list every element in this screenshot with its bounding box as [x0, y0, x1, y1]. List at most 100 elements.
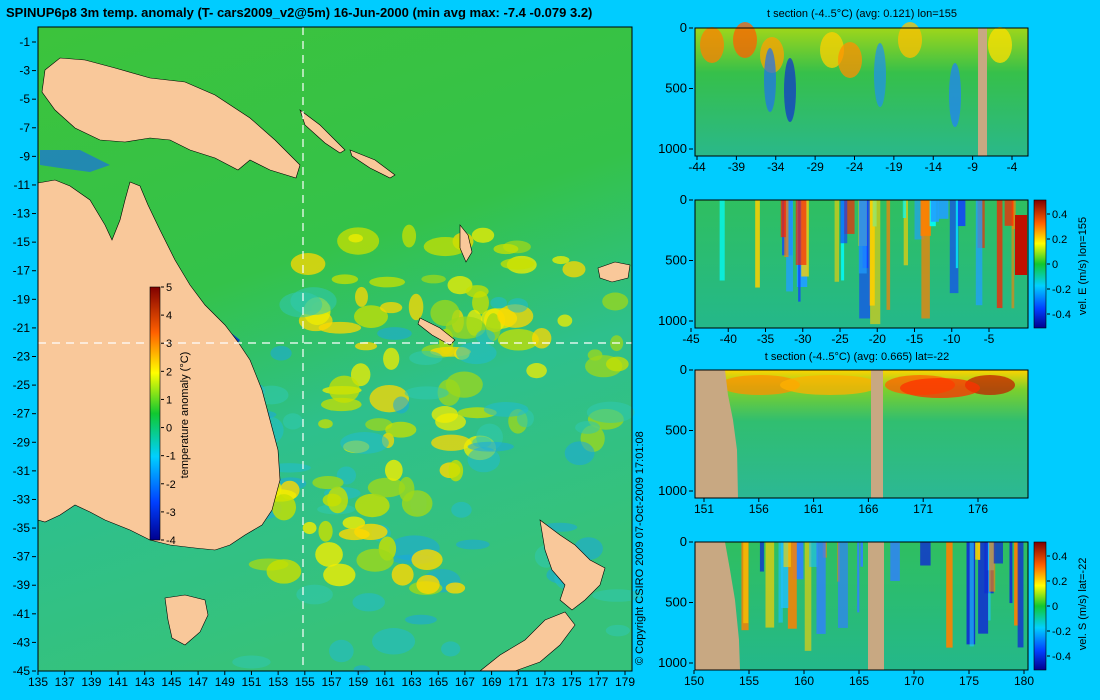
- land-new-caledonia: [417, 317, 456, 346]
- vel-s-jet: [765, 542, 775, 628]
- vel-e-jet: [719, 200, 725, 281]
- map-x-tick-label: 173: [535, 675, 555, 689]
- map-x-tick-label: 169: [482, 675, 502, 689]
- map-x-tick-label: 151: [241, 675, 261, 689]
- p3-x-tick-label: 156: [749, 502, 769, 516]
- p1-x-tick-label: -44: [688, 160, 706, 174]
- map-warm-eddy: [290, 253, 326, 275]
- map-warm-eddy: [355, 286, 368, 307]
- map-x-tick-label: 141: [108, 675, 128, 689]
- map-y-tick-label: -11: [14, 178, 31, 192]
- map-colorbar-tick-label: 1: [166, 394, 172, 406]
- map-warm-eddy: [318, 520, 333, 542]
- map-cool-eddy: [393, 396, 410, 414]
- p1-y-tick-label: 0: [680, 20, 687, 35]
- vel-s-jet: [860, 542, 863, 567]
- map-frame: [37, 26, 633, 672]
- land-new-zealand-south: [479, 611, 576, 672]
- map-y-axis: -1 -3 -5 -7 -9 -11 -13 -15 -17 -19 -21 -23 -25 -27 -29…: [13, 35, 36, 678]
- map-colorbar-tick-label: -1: [166, 451, 176, 463]
- vel-e-jet: [858, 200, 867, 274]
- map-warm-eddy: [497, 328, 539, 351]
- vel-s-jet: [978, 542, 989, 634]
- map-warm-eddy: [526, 363, 547, 379]
- p4-x-tick-label: 175: [959, 674, 979, 688]
- vel-s-jet: [993, 542, 1003, 564]
- vel-s-colorbar: [1033, 541, 1047, 671]
- map-cool-eddy: [377, 327, 412, 340]
- map-x-tick-label: 167: [455, 675, 475, 689]
- vel-e-y-axis: 0 500 1000: [658, 192, 693, 328]
- t-section-lat-panel: t section (-4..5°C) (avg: 0.665) lat=-22…: [658, 351, 1029, 516]
- p1-x-tick-label: -9: [967, 160, 978, 174]
- vel-e-strong-jet: [1015, 215, 1027, 275]
- map-colorbar: [149, 286, 161, 541]
- t-section-lon-cold-cell: [784, 58, 796, 122]
- map-cold-band: [40, 150, 110, 172]
- p2-y-tick-label: 500: [665, 253, 687, 268]
- map-y-tick-label: -23: [13, 350, 31, 364]
- p2-x-tick-label: -25: [831, 332, 849, 346]
- map-x-tick-label: 175: [562, 675, 582, 689]
- p2-x-tick-label: -45: [682, 332, 700, 346]
- vel-e-jet: [844, 200, 855, 234]
- map-anomaly-field: [40, 150, 642, 674]
- p4-y-tick-label: 500: [665, 595, 687, 610]
- map-cool-eddy: [232, 655, 271, 669]
- map-colorbar-tick-label: -2: [166, 479, 176, 491]
- vel-s-colorbar-tick-label: 0.4: [1052, 551, 1067, 563]
- map-x-tick-label: 179: [615, 675, 635, 689]
- vel-e-colorbar-tick-label: -0.4: [1052, 309, 1071, 321]
- map-colorbar-tick-label: 5: [166, 282, 172, 294]
- vel-e-frame: [694, 199, 1029, 329]
- map-y-tick-label: -45: [13, 664, 31, 678]
- map-colorbar-tick-label: 2: [166, 366, 172, 378]
- map-y-tick-label: -7: [19, 121, 30, 135]
- map-warm-eddy: [500, 258, 535, 270]
- map-warm-eddy: [328, 375, 360, 403]
- p4-y-tick-label: 1000: [658, 655, 687, 670]
- map-warm-eddy: [384, 459, 403, 481]
- vel-e-colorbar-ticks: 0.4 0.2 0 -0.2 -0.4: [1047, 209, 1071, 321]
- map-y-tick-label: -29: [13, 435, 31, 449]
- t-section-lat-warm-layer: [900, 378, 980, 398]
- vel-s-jet: [946, 542, 953, 648]
- vel-e-jet: [930, 200, 939, 222]
- map-warm-eddy: [322, 493, 342, 507]
- map-y-tick-label: -25: [13, 378, 31, 392]
- vel-e-colorbar-tick-label: 0: [1052, 259, 1058, 271]
- map-cool-eddy: [353, 665, 371, 674]
- map-x-tick-label: 177: [588, 675, 608, 689]
- map-cool-eddy: [592, 589, 642, 602]
- map-x-tick-label: 137: [55, 675, 75, 689]
- p4-x-tick-label: 170: [904, 674, 924, 688]
- vel-s-y-axis: 0 500 1000: [658, 534, 693, 670]
- vel-s-colorbar-tick-label: 0: [1052, 601, 1058, 613]
- vel-s-colorbar-label: vel. S (m/s) lat=-22: [1077, 558, 1089, 651]
- vel-s-jet: [890, 542, 900, 581]
- vel-s-jet: [778, 542, 783, 623]
- vel-e-jet: [1004, 200, 1014, 226]
- map-warm-eddy: [315, 542, 343, 567]
- map-cool-eddy: [296, 584, 333, 605]
- map-y-tick-label: -17: [13, 264, 31, 278]
- map-warm-eddy: [271, 494, 296, 521]
- vel-e-colorbar: [1033, 199, 1047, 329]
- map-colorbar-label: temperature anomaly (°C): [179, 352, 191, 479]
- t-section-lon-cold-cell: [874, 43, 886, 107]
- vel-s-jet: [838, 542, 848, 628]
- p1-x-tick-label: -34: [767, 160, 785, 174]
- credit-text: © Copyright CSIRO 2009 07-Oct-2009 17:01…: [634, 431, 646, 665]
- vel-s-frame: [694, 541, 1029, 671]
- map-y-tick-label: -21: [13, 321, 31, 335]
- figure-title: SPINUP6p8 3m temp. anomaly (T- cars2009_…: [6, 5, 592, 20]
- map-warm-eddy: [302, 521, 317, 535]
- p1-x-tick-label: -29: [806, 160, 824, 174]
- t-section-lon-frame: [694, 27, 1029, 157]
- p2-x-tick-label: -15: [906, 332, 924, 346]
- t-section-lon-warm-cell: [733, 22, 757, 58]
- p3-y-tick-label: 1000: [658, 483, 687, 498]
- map-cool-eddy: [586, 401, 635, 423]
- map-warm-eddy: [448, 459, 464, 482]
- p1-x-tick-label: -4: [1007, 160, 1018, 174]
